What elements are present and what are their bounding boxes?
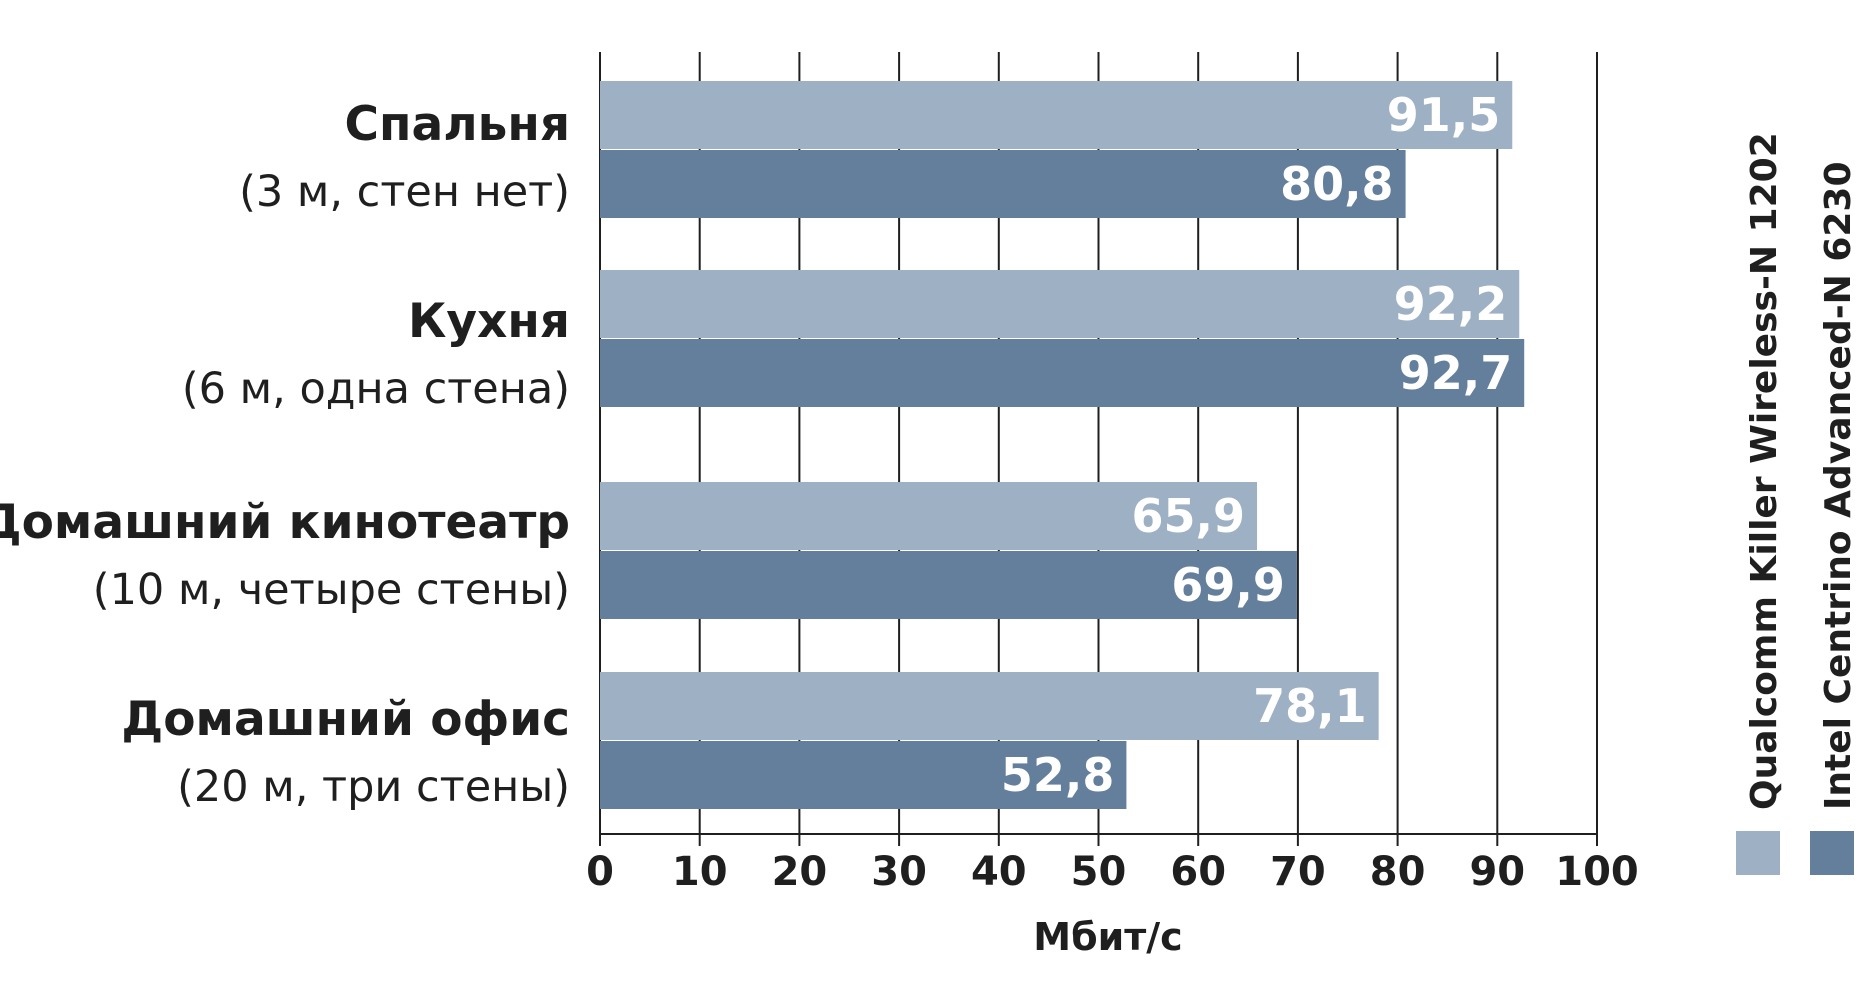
bar — [600, 150, 1406, 218]
category-subtitle: (20 м, три стены) — [177, 762, 570, 812]
bar — [600, 339, 1525, 407]
bar — [600, 741, 1127, 809]
x-tick-label: 90 — [1469, 849, 1525, 895]
legend-label: Qualcomm Killer Wireless-N 1202 — [1744, 132, 1785, 810]
bar-value-label: 80,8 — [1280, 157, 1394, 211]
bar-value-label: 52,8 — [1001, 748, 1115, 802]
legend-label: Intel Centrino Advanced-N 6230 — [1818, 161, 1859, 810]
bar — [600, 270, 1520, 338]
category-title: Домашний кинотеатр — [0, 495, 570, 550]
category-title: Кухня — [408, 294, 570, 349]
bar-value-label: 91,5 — [1387, 88, 1501, 142]
category-labels: Спальня (3 м, стен нет) Кухня (6 м, одна ст… — [0, 97, 570, 812]
x-tick-label: 10 — [672, 849, 728, 895]
x-axis-title: Мбит/с — [1033, 915, 1182, 959]
bar-value-label: 69,9 — [1171, 558, 1285, 612]
bar-value-label: 92,2 — [1394, 277, 1508, 331]
x-tick-label: 60 — [1170, 849, 1226, 895]
legend-swatch — [1810, 831, 1854, 875]
x-tick-label: 0 — [586, 849, 614, 895]
bars-group: 91,5 92,2 65,9 78,1 80,8 92,7 69,9 52,8 — [600, 81, 1525, 809]
bar-value-label: 78,1 — [1253, 679, 1367, 733]
category-subtitle: (3 м, стен нет) — [239, 167, 570, 217]
x-tick-label: 40 — [971, 849, 1027, 895]
category-title: Домашний офис — [121, 692, 570, 747]
bar — [600, 81, 1513, 149]
category-subtitle: (6 м, одна стена) — [182, 364, 570, 414]
x-tick-label: 80 — [1370, 849, 1426, 895]
x-tick-label: 30 — [871, 849, 927, 895]
legend: Qualcomm Killer Wireless-N 1202 Intel Cen… — [1736, 132, 1859, 875]
bar-value-label: 92,7 — [1399, 346, 1513, 400]
x-tick-label: 50 — [1071, 849, 1127, 895]
x-tick-label: 70 — [1270, 849, 1326, 895]
x-axis: 0 10 20 30 40 50 60 70 80 90 100 — [586, 833, 1639, 895]
legend-swatch — [1736, 831, 1780, 875]
bar — [600, 672, 1379, 740]
bar — [600, 482, 1258, 550]
x-tick-label: 100 — [1555, 849, 1639, 895]
category-title: Спальня — [345, 97, 570, 152]
category-subtitle: (10 м, четыре стены) — [93, 565, 570, 615]
x-tick-label: 20 — [772, 849, 828, 895]
bar-value-label: 65,9 — [1132, 489, 1246, 543]
bar — [600, 551, 1297, 619]
